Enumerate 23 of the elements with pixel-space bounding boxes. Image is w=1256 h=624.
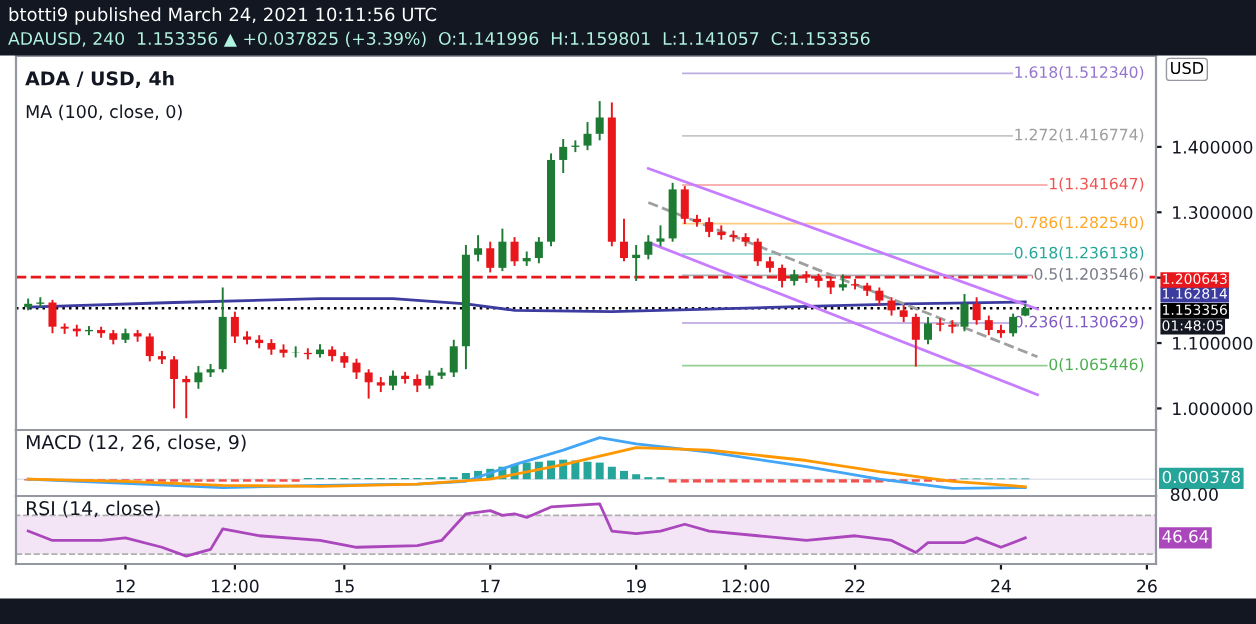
x-tick-label: 12:00 — [211, 579, 259, 593]
x-tick-label: 22 — [845, 579, 865, 593]
x-tick-label: 15 — [335, 579, 354, 593]
text: MA (100, close, 0) — [26, 104, 182, 121]
x-tick-label: 17 — [481, 579, 500, 593]
text: ADAUSD, 240 1.153356 ▲ +0.037825 (+3.39%) O:1.141996 H:1.159801 L:1.141057 C:1.153356 — [8, 31, 870, 48]
chart-title: RSI (14, close) — [26, 500, 160, 518]
x-tick-label: 12 — [116, 579, 135, 593]
chart-title: MACD (12, 26, close, 9) — [26, 434, 246, 452]
y-tick-label: 1.000000 — [1173, 402, 1253, 416]
x-tick-label: 26 — [1137, 579, 1157, 593]
x-tick-label: 12:00 — [722, 579, 770, 593]
text: 80.00 — [1170, 487, 1218, 501]
text: 46.64 — [1162, 530, 1209, 543]
text: ADA / USD, 4h — [25, 70, 174, 88]
x-tick-label: 19 — [627, 579, 646, 593]
y-tick-label: 1.400000 — [1173, 140, 1253, 154]
text: btotti9 published March 24, 2021 10:11:56 UTC — [9, 7, 437, 25]
y-tick-label: 1.100000 — [1173, 336, 1253, 350]
text: USD — [1171, 61, 1204, 75]
x-tick-label: 24 — [991, 579, 1011, 593]
y-tick-label: 1.300000 — [1173, 206, 1253, 220]
text: 0.000378 — [1162, 470, 1240, 484]
